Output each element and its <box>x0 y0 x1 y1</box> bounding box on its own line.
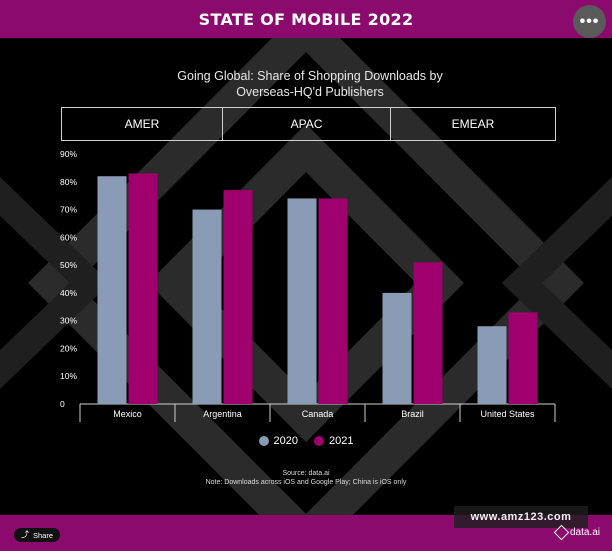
bar-2020-argentina <box>192 209 222 404</box>
x-tick-label: Mexico <box>113 409 142 419</box>
region-apac: APAC <box>223 108 391 140</box>
y-tick-label: 40% <box>60 288 77 298</box>
logo-text: data.ai <box>569 527 600 538</box>
diamond-logo-icon <box>553 524 570 541</box>
watermark-overlay: www.amz123.com <box>454 506 588 528</box>
share-button[interactable]: ⤴ Share <box>14 528 61 542</box>
bar-2021-brazil <box>413 262 443 404</box>
bar-2021-argentina <box>223 190 253 404</box>
legend-label-2021: 2021 <box>329 435 354 447</box>
bar-2021-united-states <box>508 312 538 404</box>
x-tick-label: Argentina <box>203 409 242 419</box>
region-header-band: AMER APAC EMEAR <box>61 107 556 141</box>
x-tick-label: Canada <box>302 409 334 419</box>
note-line: Note: Downloads across iOS and Google Pl… <box>205 479 407 486</box>
brand-logo: data.ai <box>553 524 600 541</box>
legend-label-2020: 2020 <box>273 435 298 447</box>
y-tick-label: 0 <box>60 399 65 409</box>
bar-2021-canada <box>318 198 348 404</box>
bar-2021-mexico <box>128 173 158 404</box>
bar-2020-mexico <box>97 176 127 404</box>
y-tick-label: 50% <box>60 260 77 270</box>
more-options-button[interactable]: ••• <box>573 5 606 38</box>
source-line: Source: data.ai <box>282 470 330 477</box>
y-tick-label: 90% <box>60 149 77 159</box>
more-dots-icon: ••• <box>579 12 600 30</box>
y-tick-label: 30% <box>60 316 77 326</box>
share-icon: ⤴ <box>21 530 29 539</box>
bar-chart-plot: 0 10% 20% 30% 40% 50% 60% 70% 80% 90% Mexico Argent… <box>60 149 556 422</box>
chart-stage: Going Global: Share of Shopping Download… <box>0 38 612 515</box>
page-title: STATE OF MOBILE 2022 <box>198 9 414 29</box>
y-tick-label: 70% <box>60 205 77 215</box>
x-tick-label: Brazil <box>401 409 424 419</box>
legend-item-2020: 2020 <box>258 435 298 447</box>
legend-item-2021: 2021 <box>314 435 353 447</box>
bar-2020-brazil <box>382 292 412 404</box>
x-tick-label: United States <box>480 409 535 419</box>
y-tick-label: 10% <box>60 371 77 381</box>
y-tick-label: 80% <box>60 177 77 187</box>
y-tick-label: 20% <box>60 343 77 353</box>
share-label: Share <box>33 530 54 540</box>
source-note: Source: data.ai Note: Downloads across i… <box>0 469 612 487</box>
bar-2020-united-states <box>477 326 507 404</box>
bar-2020-canada <box>287 198 317 404</box>
chart-title-line-2: Overseas-HQ'd Publishers <box>236 85 384 99</box>
region-emear: EMEAR <box>451 117 495 131</box>
chart-title-line-1: Going Global: Share of Shopping Download… <box>177 69 443 83</box>
y-tick-label: 60% <box>60 232 77 242</box>
chart-legend: 2020 2021 <box>0 435 612 447</box>
chart-title: Going Global: Share of Shopping Download… <box>100 68 520 100</box>
legend-swatch-2020 <box>258 436 269 446</box>
header-bar: STATE OF MOBILE 2022 ••• <box>0 0 612 38</box>
legend-swatch-2021 <box>314 436 324 446</box>
region-amer: AMER <box>62 108 223 140</box>
